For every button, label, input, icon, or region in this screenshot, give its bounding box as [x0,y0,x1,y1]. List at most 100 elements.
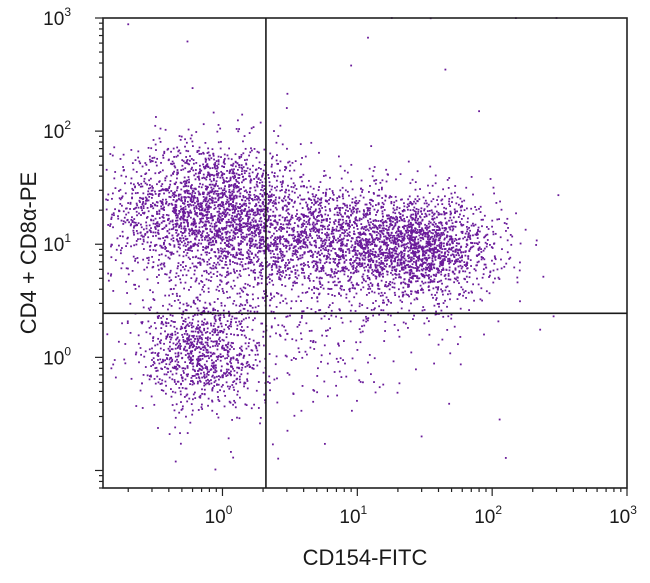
data-point [185,245,187,248]
data-point [147,187,150,190]
data-point [420,258,423,261]
data-point [254,189,257,192]
data-point [164,188,167,191]
data-point [412,250,415,253]
data-point [159,237,162,240]
data-point [371,290,373,293]
data-point [336,255,339,257]
data-point [266,237,269,240]
data-point [254,239,257,242]
data-point [234,176,237,179]
data-point [240,166,243,169]
data-point [399,215,402,218]
data-point [409,260,412,263]
data-point [304,214,306,217]
data-point [405,243,408,245]
data-point [198,178,201,181]
data-point [267,248,270,251]
data-point [415,259,418,262]
data-point [205,202,208,205]
data-point [375,179,378,181]
data-point [338,258,340,261]
data-point [492,233,495,236]
data-point [137,238,139,241]
data-point [242,222,245,225]
data-point [192,204,195,206]
data-point [335,229,338,232]
data-point [169,243,172,246]
data-point [296,277,299,280]
data-point [307,191,310,194]
data-point [445,236,448,239]
data-point [443,248,446,251]
data-point [153,203,156,206]
data-point [358,259,361,261]
data-point [165,250,168,252]
data-point [420,229,423,231]
data-point [311,193,314,196]
data-point [418,277,421,280]
data-point [368,209,371,212]
data-point [437,195,440,198]
data-point [408,280,410,283]
data-point [185,160,188,163]
data-point [351,244,354,247]
data-point [158,209,161,212]
data-point [140,214,142,216]
data-point [269,249,272,252]
data-point [110,218,113,220]
data-point [193,220,196,223]
data-point [193,217,195,220]
data-point [414,188,417,191]
data-point [353,260,356,262]
data-point [275,221,278,224]
data-point [379,294,382,297]
data-point [307,261,309,263]
data-point [263,218,266,221]
data-point [106,199,109,201]
data-point [402,226,405,228]
data-point [350,210,353,213]
data-point [386,256,389,259]
data-point [221,287,224,290]
data-point [216,210,219,213]
data-point [221,191,224,194]
data-point [299,257,302,260]
data-point [243,135,246,137]
data-point [242,235,245,238]
data-point [170,238,173,241]
data-point [327,256,330,259]
data-point [171,293,174,295]
data-point [215,180,218,183]
data-point [213,184,216,187]
data-point [444,273,447,276]
data-point [226,180,229,183]
data-point [333,237,336,239]
data-point [396,216,399,219]
data-point [416,268,419,271]
data-point [427,184,429,187]
data-point [296,243,299,245]
data-point [253,276,256,279]
data-point [208,192,210,195]
data-point [126,237,129,240]
data-point [421,275,424,278]
data-point [270,163,273,166]
data-point [410,237,413,240]
data-point [398,252,401,255]
data-point [170,190,173,192]
data-point [460,218,463,220]
data-point [432,238,435,241]
data-point [446,328,449,331]
data-point [445,207,447,210]
data-point [235,223,238,226]
data-point [190,211,193,214]
data-point [225,190,227,193]
data-point [378,272,381,275]
data-point [378,258,381,260]
data-point [193,223,196,226]
data-point [202,165,205,168]
data-point [372,314,375,317]
data-point [369,243,372,246]
data-point [264,177,266,180]
